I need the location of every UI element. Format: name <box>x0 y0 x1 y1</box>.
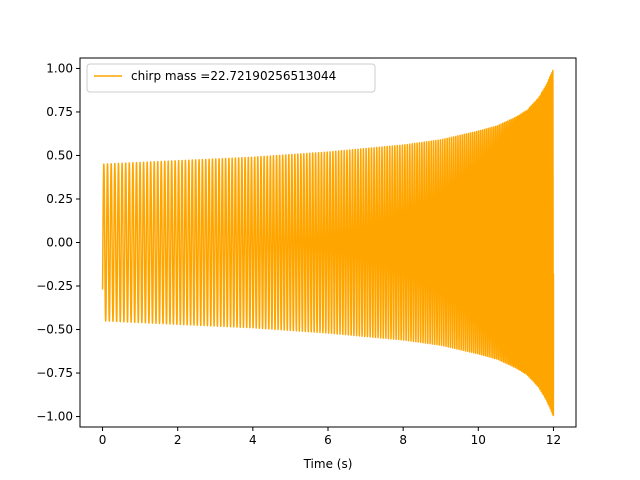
legend-box <box>86 63 376 93</box>
y-tick-label: −1.00 <box>36 410 73 424</box>
y-tick-label: 1.00 <box>46 61 73 75</box>
y-tick-label: −0.25 <box>36 279 73 293</box>
x-tick-label: 2 <box>174 433 182 447</box>
legend-label: chirp mass =22.72190256513044 <box>131 69 336 83</box>
plot-layer <box>101 69 555 417</box>
x-tick-label: 6 <box>324 433 332 447</box>
x-tick-label: 4 <box>249 433 257 447</box>
x-tick-label: 0 <box>99 433 107 447</box>
y-tick-label: 0.25 <box>46 192 73 206</box>
x-tick-label: 12 <box>546 433 561 447</box>
series-line-chirp <box>101 69 555 417</box>
axes-layer: 0 2 4 6 8 10 12 −1.00 −0.75 −0.50 −0.25 0.00 0.25 0.5… <box>36 57 577 447</box>
y-tick-label: 0.75 <box>46 105 73 119</box>
x-axis-label: Time (s) <box>303 457 353 471</box>
y-tick-label: −0.50 <box>36 323 73 337</box>
x-tick-label: 10 <box>471 433 486 447</box>
y-tick-label: 0.50 <box>46 148 73 162</box>
y-tick-label: 0.00 <box>46 236 73 250</box>
x-tick-label: 8 <box>399 433 407 447</box>
legend: chirp mass =22.72190256513044 <box>86 63 376 93</box>
y-tick-label: −0.75 <box>36 366 73 380</box>
